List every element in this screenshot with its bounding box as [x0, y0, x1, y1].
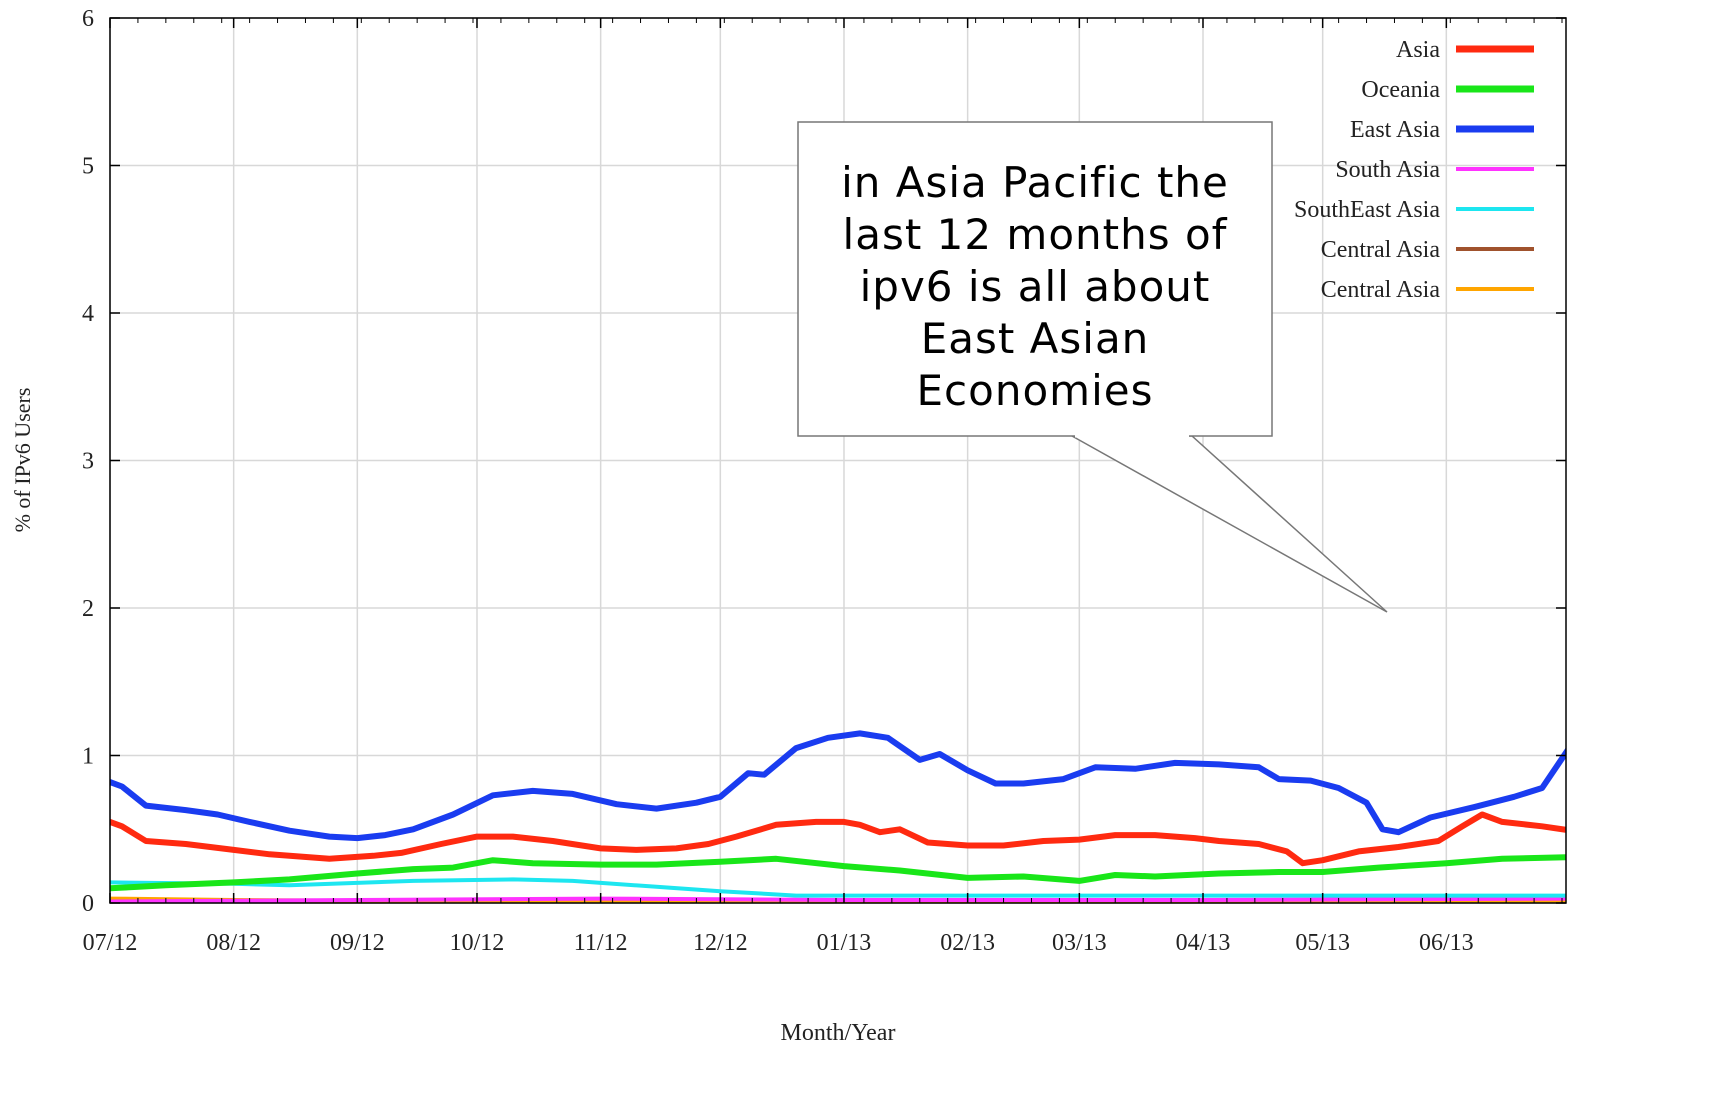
legend-label: South Asia [1335, 157, 1440, 183]
legend-label: Asia [1396, 37, 1440, 63]
y-tick-label: 3 [82, 449, 94, 475]
callout-text-line: ipv6 is all about [860, 262, 1211, 311]
callout-text-line: East Asian [921, 314, 1150, 363]
callout-text-line: in Asia Pacific the [841, 158, 1229, 207]
x-axis-title: Month/Year [781, 1020, 896, 1046]
x-tick-label: 09/12 [330, 930, 385, 956]
y-tick-label: 0 [82, 891, 94, 917]
series-line-oceania [110, 854, 1566, 892]
x-tick-label: 08/12 [206, 930, 261, 956]
y-axis-title: % of IPv6 Users [10, 388, 35, 533]
series-line-east-asia [110, 730, 1566, 842]
x-tick-label: 01/13 [817, 930, 872, 956]
legend-label: Central Asia [1321, 277, 1441, 303]
callout-text-line: last 12 months of [843, 210, 1228, 259]
legend-label: East Asia [1350, 117, 1440, 143]
x-tick-label: 11/12 [574, 930, 628, 956]
y-tick-label: 4 [82, 301, 94, 327]
legend-label: Central Asia [1321, 237, 1441, 263]
callout-text-line: Economies [917, 366, 1154, 415]
x-tick-label: 12/12 [693, 930, 748, 956]
x-tick-label: 07/12 [83, 930, 138, 956]
x-tick-label: 06/13 [1419, 930, 1474, 956]
legend: Asia Oceania East Asia South Asia SouthEast … [1294, 37, 1534, 303]
callout-box [797, 121, 1273, 437]
x-tick-label: 04/13 [1176, 930, 1231, 956]
axis-ticks: 0 1 2 3 4 5 6 07/12 08/12 09/12 10/12 11/12 12/12 01/… [82, 6, 1566, 956]
legend-label: SouthEast Asia [1294, 197, 1440, 223]
x-tick-label: 03/13 [1052, 930, 1107, 956]
series-line-south-asia [110, 896, 1566, 903]
y-tick-label: 5 [82, 154, 94, 180]
y-tick-label: 1 [82, 744, 94, 770]
callout-pointer [1069, 435, 1388, 613]
series-line-southeast-asia [110, 877, 1566, 898]
legend-label: Oceania [1361, 77, 1440, 103]
y-tick-label: 2 [82, 596, 94, 622]
series-lines [110, 730, 1566, 903]
y-tick-label: 6 [82, 6, 94, 32]
series-line-asia [110, 811, 1566, 867]
x-tick-label: 10/12 [450, 930, 505, 956]
x-tick-label: 05/13 [1295, 930, 1350, 956]
x-tick-label: 02/13 [940, 930, 995, 956]
